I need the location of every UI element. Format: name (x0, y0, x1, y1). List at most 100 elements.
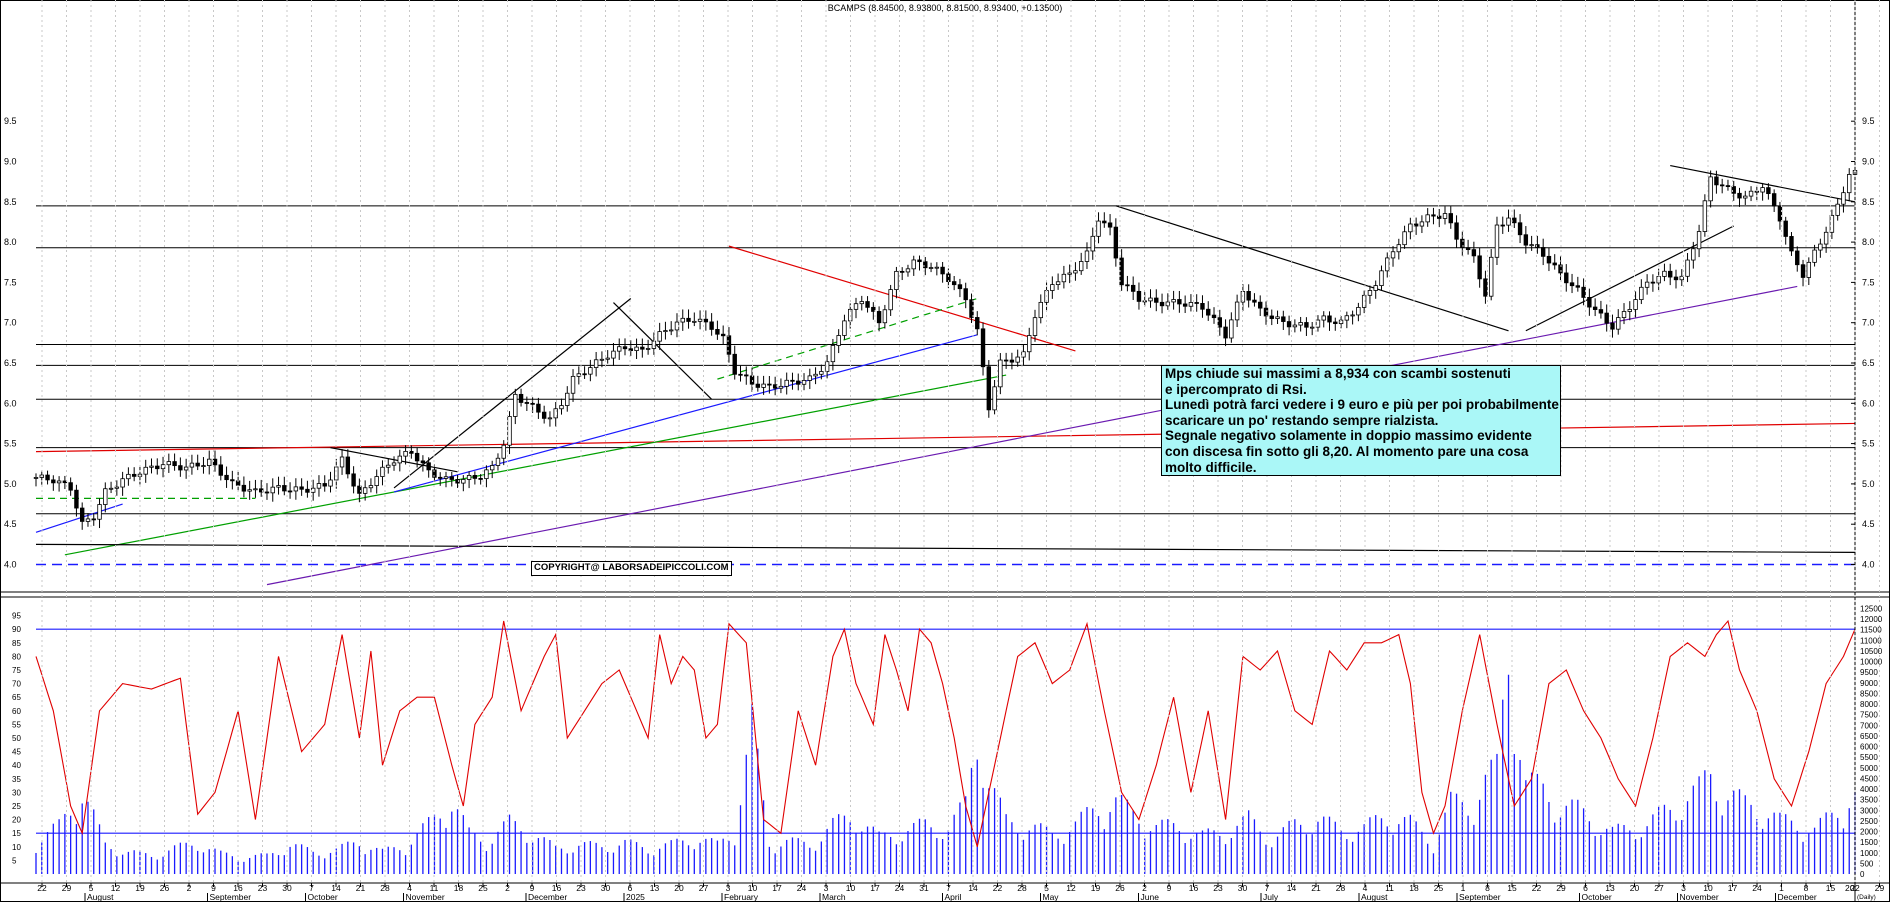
candle-body (819, 371, 824, 375)
candle-body (1102, 220, 1107, 224)
volume-tick-label: 6500 (1860, 732, 1878, 741)
black-descending-line (1115, 205, 1509, 332)
copyright-label: COPYRIGHT@ LABORSADEIPICCOLI.COM (531, 561, 732, 576)
candle-body (1113, 226, 1119, 259)
candle-body (894, 270, 899, 290)
candle-body (1286, 321, 1292, 328)
candle-body (830, 345, 836, 363)
candle-body (1223, 326, 1228, 339)
x-tick-label: 30 (282, 883, 292, 893)
x-tick-label: 2 (187, 883, 192, 893)
candle-body (865, 301, 870, 308)
candle-body (553, 408, 558, 419)
candle-body (905, 268, 911, 273)
x-tick-label: 16 (233, 883, 243, 893)
candle-body (963, 288, 968, 301)
x-tick-label: 16 (552, 883, 562, 893)
candle-body (669, 329, 674, 332)
candle-body (247, 489, 252, 492)
candle-body (1431, 214, 1436, 217)
x-tick-label: 9 (1167, 883, 1172, 893)
rsi-tick-label: 5 (12, 856, 17, 865)
volume-tick-label: 11500 (1860, 626, 1882, 635)
candle-body (888, 289, 893, 311)
candle-body (530, 402, 535, 405)
candle-body (178, 465, 183, 471)
volume-tick-label: 10500 (1860, 647, 1883, 656)
price-tick-label-right: 7.5 (1862, 277, 1875, 287)
candle-body (1714, 176, 1719, 186)
rsi-tick-label: 65 (12, 693, 21, 702)
candle-body (605, 357, 610, 360)
candle-body (778, 385, 784, 389)
candle-body (1408, 223, 1413, 233)
candle-body (1125, 284, 1130, 287)
rsi-tick-label: 10 (12, 843, 21, 852)
x-tick-label: 12 (1066, 883, 1076, 893)
x-tick-label: 2 (505, 883, 510, 893)
candle-body (484, 469, 489, 480)
candle-body (1217, 317, 1222, 328)
candle-body (386, 464, 391, 468)
annotation-line: Mps chiude sui massimi a 8,934 con scamb… (1165, 366, 1511, 381)
candle-body (1055, 281, 1061, 285)
candle-body (1783, 220, 1788, 237)
annotation-line: Lunedì potrà farci vedere i 9 euro e più… (1165, 397, 1559, 413)
price-tick-label-right: 5.5 (1862, 439, 1875, 449)
candle-body (276, 485, 281, 488)
x-tick-label: 26 (1115, 883, 1125, 893)
candle-body (663, 330, 668, 333)
x-tick-label: 27 (699, 883, 709, 893)
x-tick-label: 9 (211, 883, 216, 893)
candle-body (183, 466, 189, 471)
candle-body (1171, 299, 1176, 303)
x-tick-label: 21 (356, 883, 366, 893)
x-tick-label: 25 (1434, 883, 1444, 893)
candle-body (761, 383, 766, 388)
candle-body (715, 329, 720, 335)
candle-body (1200, 303, 1205, 310)
candle-body (1829, 214, 1835, 233)
candle-body (287, 490, 293, 493)
candle-body (744, 374, 749, 377)
rsi-tick-label: 45 (12, 748, 21, 757)
green-dashed-trendline (717, 297, 978, 380)
candle-body (645, 348, 651, 350)
candle-body (79, 507, 85, 522)
rsi-tick-label: 70 (12, 680, 21, 689)
candle-body (409, 450, 414, 454)
x-tick-label: 8 (1485, 883, 1490, 893)
candle-body (195, 462, 200, 467)
x-tick-label: 2 (1142, 883, 1147, 893)
candle-body (807, 375, 812, 381)
candle-body (507, 416, 512, 446)
candle-body (345, 456, 351, 475)
candle-body (755, 383, 761, 388)
candle-body (1350, 314, 1355, 317)
candle-body (1419, 221, 1425, 227)
candle-body (1309, 326, 1315, 329)
month-label: September (1459, 892, 1501, 902)
month-label: November (406, 892, 445, 902)
price-tick-label-left: 4.5 (4, 519, 17, 529)
candle-body (1460, 238, 1465, 249)
candle-body (264, 491, 270, 494)
candle-body (1627, 309, 1632, 312)
candle-body (120, 478, 125, 488)
candle-body (1246, 291, 1251, 301)
volume-tick-label: 6000 (1860, 743, 1878, 752)
candle-body (1789, 236, 1794, 252)
candle-body (1136, 290, 1142, 302)
volume-tick-label: 8500 (1860, 689, 1878, 698)
price-tick-label-right: 4.0 (1862, 560, 1875, 570)
candle-body (1292, 324, 1298, 328)
x-tick-label: 21 (1311, 883, 1321, 893)
candle-body (1731, 186, 1736, 194)
candle-body (599, 358, 605, 361)
x-tick-label: 30 (601, 883, 611, 893)
price-tick-label-right: 6.0 (1862, 398, 1875, 408)
candle-body (495, 457, 501, 466)
price-tick-label-right: 9.0 (1862, 157, 1875, 167)
x-tick-label: 14 (1287, 883, 1297, 893)
x-tick-label: 23 (576, 883, 586, 893)
